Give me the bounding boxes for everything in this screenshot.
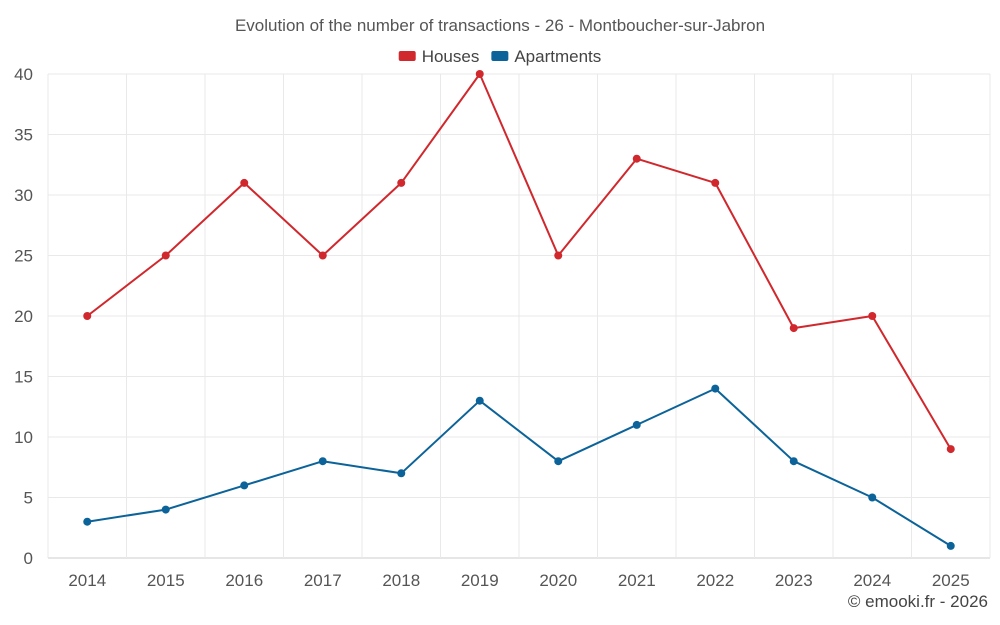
point-apartments-2018[interactable] — [397, 469, 406, 478]
y-tick-label-15: 15 — [14, 368, 33, 387]
point-houses-2022[interactable] — [711, 178, 720, 187]
y-tick-label-20: 20 — [14, 307, 33, 326]
x-tick-label-2021: 2021 — [618, 571, 656, 590]
chart-title: Evolution of the number of transactions … — [235, 16, 765, 35]
point-apartments-2021[interactable] — [632, 420, 641, 429]
legend-swatch-houses — [398, 51, 416, 61]
legend-item-apartments[interactable]: Apartments — [491, 47, 601, 66]
x-tick-label-2024: 2024 — [853, 571, 891, 590]
series-houses — [83, 70, 955, 454]
x-tick-label-2015: 2015 — [147, 571, 185, 590]
y-tick-label-5: 5 — [24, 489, 33, 508]
point-apartments-2023[interactable] — [789, 457, 798, 466]
point-houses-2014[interactable] — [83, 312, 92, 320]
point-apartments-2017[interactable] — [318, 457, 327, 466]
x-tick-label-2014: 2014 — [68, 571, 106, 590]
point-houses-2019[interactable] — [475, 70, 484, 78]
y-tick-label-25: 25 — [14, 247, 33, 266]
point-houses-2023[interactable] — [789, 324, 798, 333]
legend-swatch-apartments — [491, 51, 509, 61]
y-axis-ticks: 0 5 10 15 20 25 30 35 40 — [14, 65, 33, 568]
point-apartments-2025[interactable] — [946, 541, 955, 550]
point-apartments-2022[interactable] — [711, 384, 720, 393]
x-tick-label-2022: 2022 — [696, 571, 734, 590]
point-houses-2025[interactable] — [946, 445, 955, 454]
series-line-apartments — [87, 387, 952, 547]
x-tick-label-2020: 2020 — [539, 571, 577, 590]
point-apartments-2024[interactable] — [868, 493, 877, 502]
series-line-houses — [86, 73, 952, 450]
legend-label-apartments: Apartments — [514, 47, 601, 66]
point-apartments-2019[interactable] — [475, 396, 484, 405]
point-apartments-2016[interactable] — [240, 481, 249, 490]
point-apartments-2015[interactable] — [161, 505, 170, 514]
point-apartments-2020[interactable] — [554, 457, 563, 466]
legend-label-houses: Houses — [422, 47, 480, 66]
x-tick-label-2023: 2023 — [775, 571, 813, 590]
x-tick-label-2016: 2016 — [225, 571, 263, 590]
point-houses-2017[interactable] — [318, 251, 327, 260]
copyright-credit: © emooki.fr - 2026 — [847, 592, 988, 611]
legend-item-houses[interactable]: Houses — [398, 47, 480, 66]
point-houses-2021[interactable] — [632, 154, 641, 163]
y-tick-label-0: 0 — [24, 549, 33, 568]
grid-lines — [47, 73, 991, 559]
y-tick-label-35: 35 — [14, 126, 33, 145]
y-tick-label-10: 10 — [14, 428, 33, 447]
legend: Houses Apartments — [398, 47, 601, 66]
series-layer — [83, 70, 955, 550]
x-tick-label-2018: 2018 — [382, 571, 420, 590]
x-axis-ticks: 2014 2015 2016 2017 2018 2019 2020 2021 2022 2023… — [68, 571, 969, 590]
x-tick-label-2025: 2025 — [932, 571, 970, 590]
point-houses-2018[interactable] — [397, 178, 406, 187]
point-houses-2016[interactable] — [240, 178, 249, 187]
y-tick-label-40: 40 — [14, 65, 33, 84]
point-houses-2024[interactable] — [868, 312, 877, 320]
point-houses-2015[interactable] — [161, 251, 170, 260]
x-tick-label-2019: 2019 — [461, 571, 499, 590]
series-apartments — [83, 384, 955, 550]
point-houses-2020[interactable] — [554, 251, 563, 260]
y-tick-label-30: 30 — [14, 186, 33, 205]
x-tick-label-2017: 2017 — [304, 571, 342, 590]
point-apartments-2014[interactable] — [83, 517, 92, 526]
